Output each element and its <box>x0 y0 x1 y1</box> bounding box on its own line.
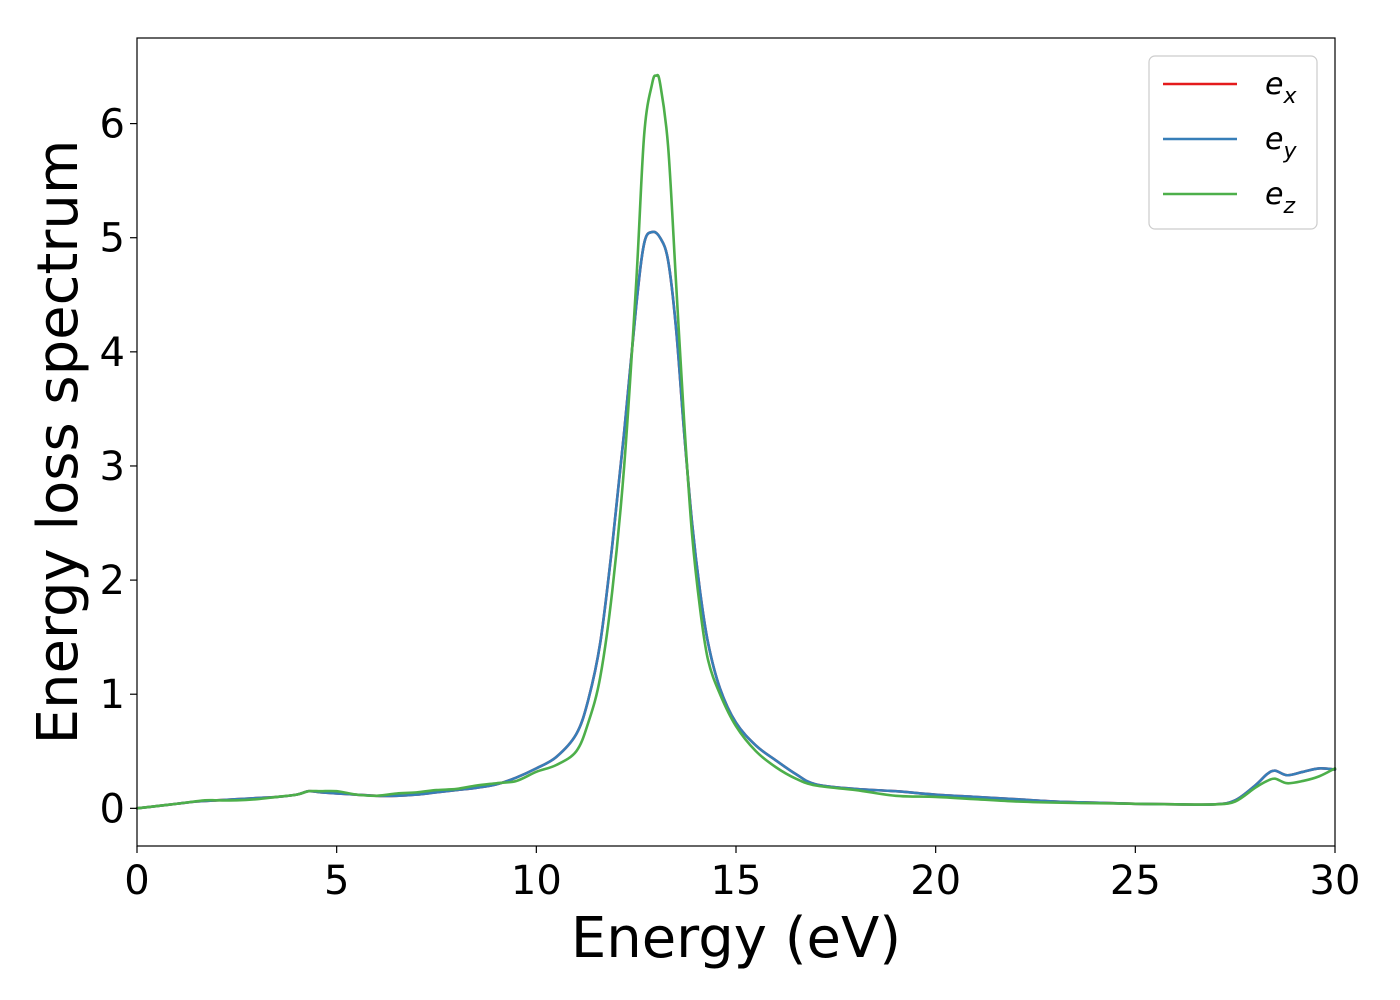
legend-label-z: ez <box>1265 177 1295 219</box>
x-axis-title: Energy (eV) <box>571 906 901 971</box>
x-tick-label: 20 <box>910 858 961 904</box>
y-tick-label: 1 <box>100 672 125 718</box>
x-tick-label: 30 <box>1310 858 1361 904</box>
y-axis: 0 1 2 3 4 5 6 <box>100 102 137 832</box>
x-tick-label: 5 <box>324 858 349 904</box>
series-layer <box>135 73 1337 810</box>
x-tick-label: 10 <box>511 858 562 904</box>
legend-label-y: ey <box>1265 122 1297 164</box>
legend: ex ey ez <box>1148 55 1318 230</box>
x-tick-label: 15 <box>711 858 762 904</box>
legend-label-x: ex <box>1265 67 1297 109</box>
plot-area <box>137 38 1335 846</box>
legend-box <box>1148 55 1318 230</box>
y-tick-label: 6 <box>100 102 125 148</box>
y-axis-title: Energy loss spectrum <box>26 140 91 745</box>
x-tick-label: 25 <box>1110 858 1161 904</box>
series-line-z <box>135 73 1337 810</box>
y-tick-label: 4 <box>100 330 125 376</box>
x-tick-label: 0 <box>124 858 149 904</box>
y-tick-label: 2 <box>100 558 125 604</box>
y-tick-label: 0 <box>100 786 125 832</box>
y-tick-label: 5 <box>100 216 125 262</box>
x-axis: 0 5 10 15 20 25 30 <box>124 846 1360 904</box>
y-tick-label: 3 <box>100 444 125 490</box>
